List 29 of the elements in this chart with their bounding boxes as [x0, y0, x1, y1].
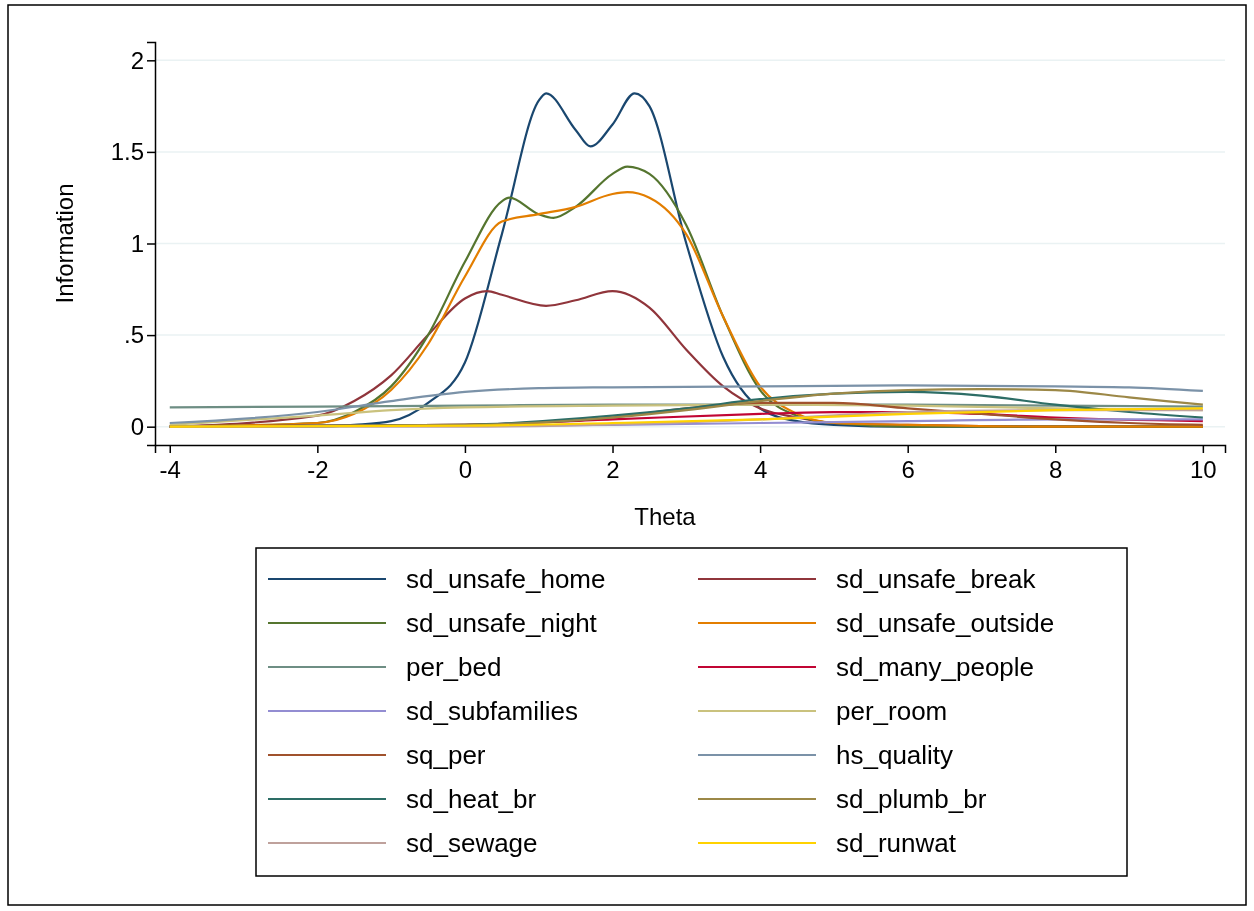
x-tick-label: 8 [1049, 455, 1063, 483]
x-tick-label: 2 [606, 455, 620, 483]
legend-label: sd_runwat [836, 828, 957, 858]
legend-label: sd_unsafe_break [836, 564, 1037, 594]
legend-label: hs_quality [836, 740, 954, 770]
legend-label: sd_unsafe_outside [836, 608, 1055, 638]
y-tick-label: 2 [130, 46, 144, 74]
legend-label: sd_plumb_br [836, 784, 987, 814]
x-axis-title: Theta [634, 503, 697, 530]
legend-label: sd_subfamilies [406, 696, 578, 726]
legend-label: per_room [836, 696, 948, 726]
legend-label: sd_many_people [836, 652, 1035, 682]
legend-label: sd_unsafe_home [406, 564, 606, 594]
legend-label: per_bed [406, 652, 502, 682]
x-tick-label: -4 [159, 455, 181, 483]
x-tick-label: -2 [307, 455, 329, 483]
legend-label: sq_per [406, 740, 486, 770]
y-tick-label: 1 [130, 229, 144, 257]
y-tick-label: 0 [130, 412, 144, 440]
y-tick-label: 1.5 [110, 138, 144, 166]
legend-label: sd_sewage [406, 828, 538, 858]
x-tick-label: 0 [458, 455, 473, 483]
x-tick-label: 10 [1190, 455, 1217, 483]
y-axis-title: Information [51, 183, 78, 304]
x-tick-label: 6 [901, 455, 915, 483]
legend-label: sd_unsafe_night [406, 608, 598, 638]
legend-label: sd_heat_br [406, 784, 537, 814]
y-tick-label: .5 [123, 321, 144, 349]
x-tick-label: 4 [753, 455, 768, 483]
